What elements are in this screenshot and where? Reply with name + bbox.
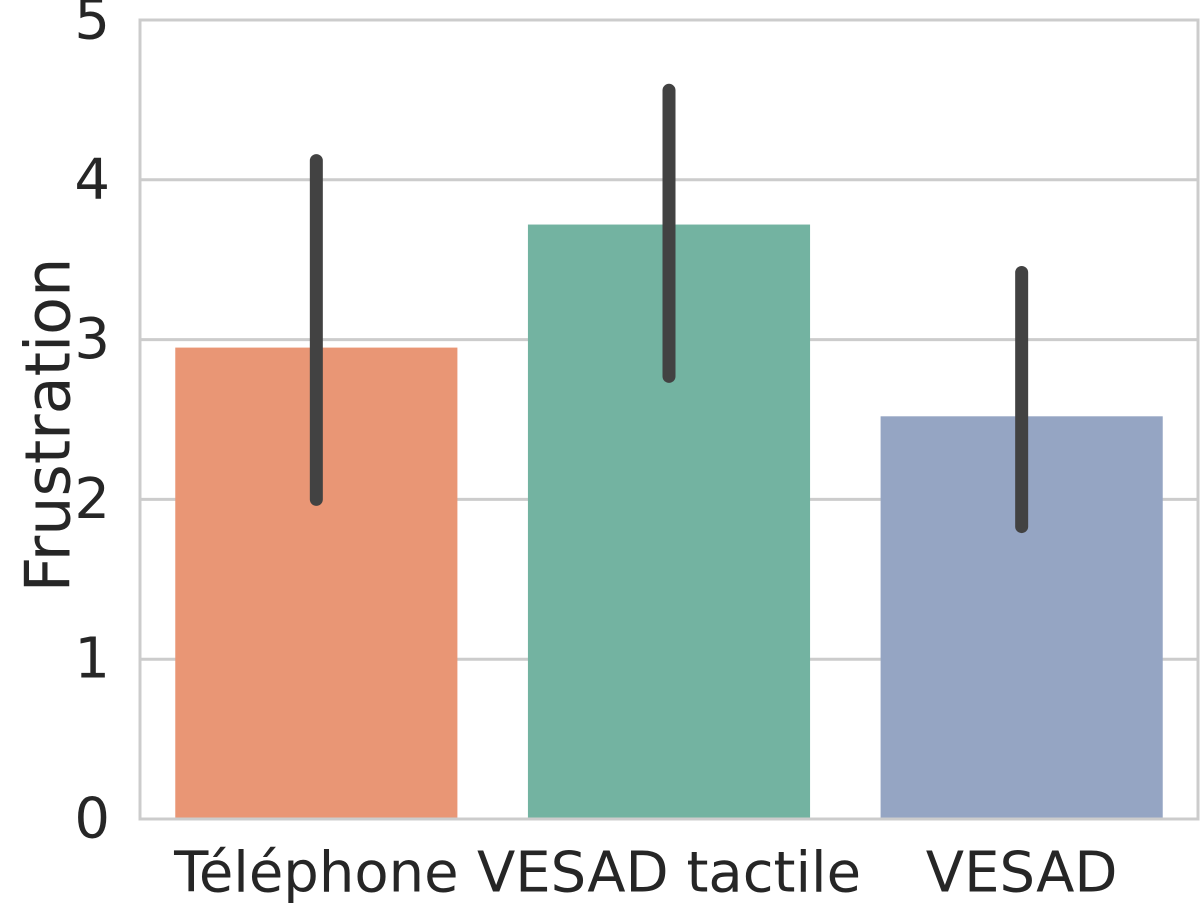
y-axis-label: Frustration <box>12 258 85 593</box>
y-tick-label-2: 2 <box>74 467 110 532</box>
x-tick-label-t-l-phone: Téléphone <box>173 841 458 906</box>
x-tick-label-vesad-tactile: VESAD tactile <box>477 841 861 906</box>
y-tick-labels: 0 1 2 3 4 5 <box>74 0 110 852</box>
error-bars <box>309 83 1029 534</box>
x-tick-label-vesad: VESAD <box>926 841 1118 906</box>
y-tick-label-3: 3 <box>74 307 110 372</box>
x-tick-labels: Téléphone VESAD tactile VESAD <box>173 841 1117 906</box>
y-tick-label-5: 5 <box>74 0 110 53</box>
y-tick-label-4: 4 <box>74 147 110 212</box>
y-tick-label-1: 1 <box>74 627 110 692</box>
y-tick-label-0: 0 <box>74 787 110 852</box>
plot-frame <box>138 18 1200 821</box>
